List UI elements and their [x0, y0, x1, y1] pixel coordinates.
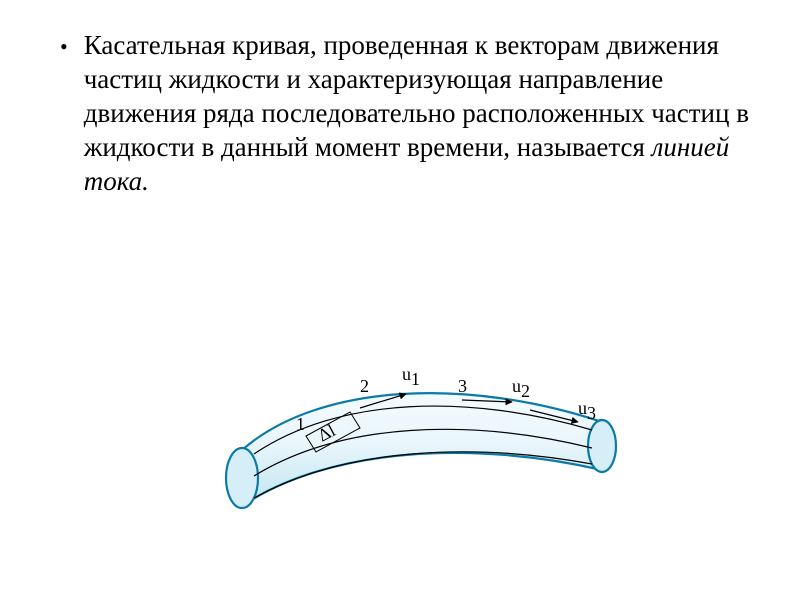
label-3: 3: [458, 376, 467, 396]
definition-paragraph: Касательная кривая, проведенная к вектор…: [84, 28, 756, 198]
stream-tube-figure: 1 2 3 u1 u2 u3 Δl: [210, 330, 630, 530]
tube-left-end: [226, 448, 258, 508]
tube-body: [242, 393, 602, 506]
label-u2: u2: [512, 376, 530, 401]
bullet-icon: •: [60, 28, 68, 66]
stream-tube-svg: 1 2 3 u1 u2 u3 Δl: [210, 330, 630, 530]
label-u1: u1: [402, 364, 420, 389]
slide: • Касательная кривая, проведенная к вект…: [0, 0, 800, 600]
paragraph-plain: Касательная кривая, проведенная к вектор…: [84, 30, 749, 162]
label-2: 2: [360, 376, 369, 396]
bullet-row: • Касательная кривая, проведенная к вект…: [60, 28, 756, 198]
label-1: 1: [296, 414, 305, 434]
tube-right-end: [588, 420, 616, 472]
